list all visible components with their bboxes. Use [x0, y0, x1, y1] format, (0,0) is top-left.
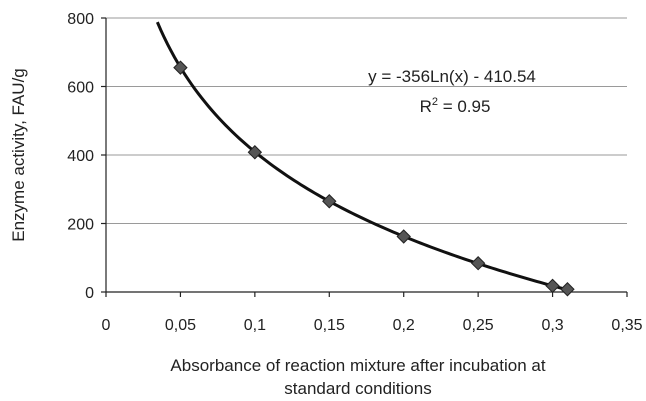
data-points [173, 60, 575, 297]
x-tick-label-0: 0 [102, 317, 111, 334]
data-point-0 [173, 60, 188, 75]
trendline [155, 21, 568, 292]
axes [101, 17, 628, 297]
y-tick-label-0: 0 [85, 285, 94, 302]
x-tick-label-4: 0,2 [393, 317, 415, 334]
x-tick-label-1: 0,05 [165, 317, 196, 334]
r-squared-prefix: R [420, 97, 432, 116]
data-point-4 [470, 256, 486, 271]
y-axis-title: Enzyme activity, FAU/g [9, 68, 28, 242]
data-point-5 [545, 278, 560, 294]
trendline-curve [155, 21, 568, 292]
y-tick-label-1: 200 [67, 217, 94, 234]
x-tick-label-7: 0,35 [611, 317, 642, 334]
y-tick-label-2: 400 [67, 148, 94, 165]
r-squared-value: = 0.95 [438, 97, 490, 116]
data-point-2 [322, 194, 337, 209]
y-tick-label-3: 600 [67, 80, 94, 97]
y-tick-label-4: 800 [67, 11, 94, 28]
x-tick-label-2: 0,1 [244, 317, 266, 334]
x-axis-title-line-2: standard conditions [284, 379, 431, 398]
r-squared-superscript: 2 [432, 96, 438, 108]
x-tick-label-5: 0,25 [463, 317, 494, 334]
data-point-6 [560, 282, 575, 297]
x-tick-label-3: 0,15 [314, 317, 345, 334]
trendline-equation: y = -356Ln(x) - 410.54 [368, 67, 536, 86]
x-tick-labels: 0 0,05 0,1 0,15 0,2 0,25 0,3 0,35 [102, 317, 643, 334]
grid [106, 17, 627, 224]
r-squared-label: R2 = 0.95 [420, 96, 491, 116]
data-point-1 [247, 145, 263, 160]
y-tick-labels: 0 200 400 600 800 [67, 11, 94, 302]
x-tick-label-6: 0,3 [541, 317, 563, 334]
data-point-3 [396, 229, 411, 244]
x-axis-title-line-1: Absorbance of reaction mixture after inc… [170, 356, 545, 375]
